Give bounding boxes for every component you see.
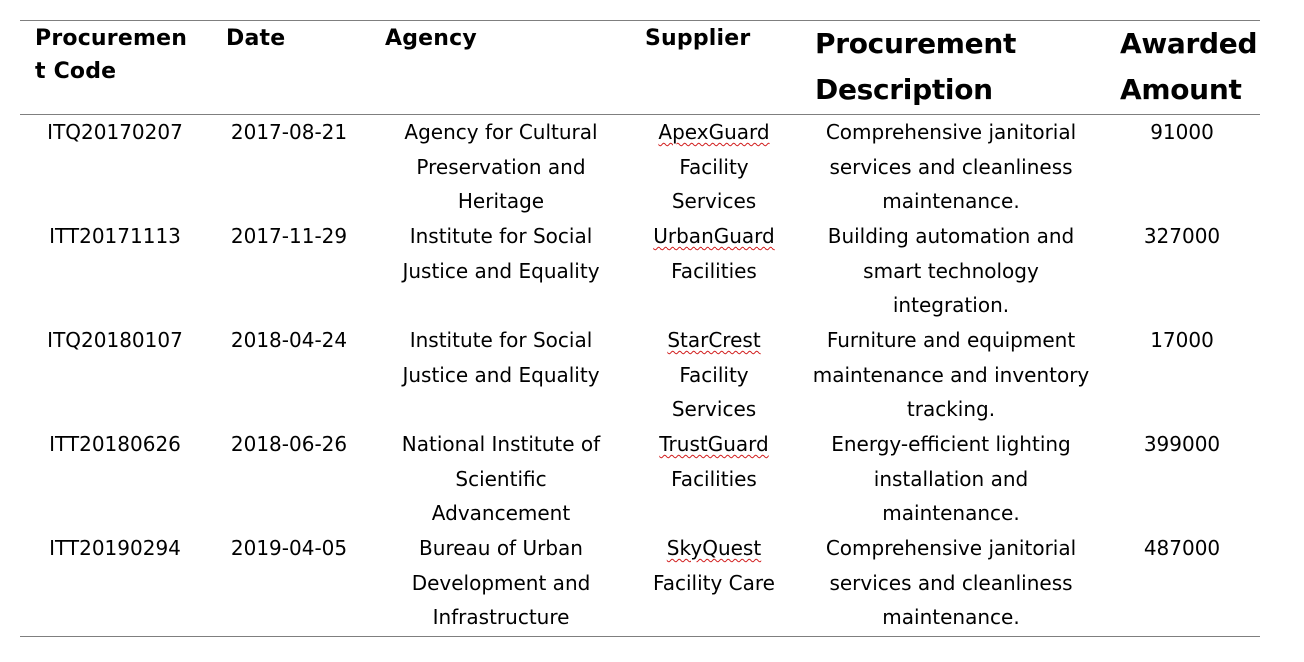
supplier-line: TrustGuard	[628, 427, 800, 462]
header-description-line-2: Description	[815, 73, 993, 106]
procurement-code-cell: ITT20171113	[49, 224, 181, 248]
agency-cell: National Institute of Scientific Advanceme…	[380, 427, 622, 531]
supplier-line: UrbanGuard	[628, 219, 800, 254]
supplier-line: SkyQuest	[628, 531, 800, 566]
supplier-line: Facility Care	[653, 570, 775, 595]
agency-line: Development and	[411, 570, 591, 595]
header-amount-line-2: Amount	[1120, 73, 1242, 106]
agency-line: National Institute of	[401, 432, 601, 456]
awarded-amount-cell: 327000	[1143, 224, 1221, 248]
description-line: maintenance.	[882, 189, 1020, 213]
description-line: services and cleanliness	[829, 154, 1073, 179]
supplier-name-spellcheck-underline: StarCrest	[667, 328, 761, 352]
description-cell: Energy-efficient lighting installation an…	[800, 427, 1102, 531]
description-cell: Comprehensive janitorial services and cle…	[800, 531, 1102, 635]
supplier-line: Services	[671, 397, 757, 421]
agency-line: Institute for Social	[409, 328, 593, 352]
procurement-code-cell: ITQ20170207	[47, 120, 183, 144]
description-line: Comprehensive janitorial	[825, 536, 1077, 560]
supplier-line: StarCrest	[628, 323, 800, 358]
agency-line: Justice and Equality	[402, 258, 600, 283]
awarded-amount-cell: 399000	[1143, 432, 1221, 456]
supplier-line: Facility	[679, 362, 749, 387]
description-line: Building automation and	[827, 224, 1075, 248]
header-date: Date	[226, 26, 286, 51]
date-cell: 2018-06-26	[230, 432, 348, 456]
header-supplier: Supplier	[645, 26, 751, 51]
description-line: maintenance.	[882, 501, 1020, 525]
supplier-name-spellcheck-underline: ApexGuard	[658, 120, 770, 144]
header-procurement-code: Procuremen t Code	[35, 22, 187, 88]
supplier-line: ApexGuard	[628, 115, 800, 150]
date-cell: 2019-04-05	[230, 536, 348, 560]
description-line: installation and	[873, 466, 1029, 491]
description-line: integration.	[892, 293, 1010, 317]
header-amount-line-1: Awarded	[1120, 27, 1258, 60]
description-line: Energy-efficient lighting	[831, 432, 1071, 456]
supplier-line: Facility	[679, 154, 749, 179]
header-awarded-amount: Awarded Amount	[1120, 21, 1258, 113]
agency-cell: Institute for Social Justice and Equality	[380, 323, 622, 392]
agency-line: Institute for Social	[409, 224, 593, 248]
header-code-line-1: Procuremen	[35, 26, 188, 51]
procurement-code-cell: ITQ20180107	[47, 328, 183, 352]
agency-line: Agency for Cultural	[404, 120, 598, 144]
supplier-cell: SkyQuest Facility Care	[628, 531, 800, 600]
supplier-line: Services	[671, 189, 757, 213]
description-line: tracking.	[906, 397, 996, 421]
supplier-line: Facilities	[671, 258, 757, 283]
header-separator-rule	[20, 114, 1260, 115]
date-cell: 2017-08-21	[230, 120, 348, 144]
agency-line: Preservation and	[416, 154, 586, 179]
supplier-name-spellcheck-underline: UrbanGuard	[653, 224, 775, 248]
date-cell: 2017-11-29	[230, 224, 348, 248]
description-cell: Comprehensive janitorial services and cle…	[800, 115, 1102, 219]
description-line: Furniture and equipment	[826, 328, 1076, 352]
supplier-line: Facilities	[671, 466, 757, 491]
date-cell: 2018-04-24	[230, 328, 348, 352]
supplier-name-spellcheck-underline: SkyQuest	[666, 536, 762, 560]
supplier-name-spellcheck-underline: TrustGuard	[659, 432, 769, 456]
agency-line: Bureau of Urban	[419, 536, 583, 560]
description-cell: Building automation and smart technology i…	[800, 219, 1102, 323]
table-bottom-rule	[20, 636, 1260, 637]
awarded-amount-cell: 91000	[1150, 120, 1214, 144]
agency-cell: Institute for Social Justice and Equality	[380, 219, 622, 288]
supplier-cell: StarCrest Facility Services	[628, 323, 800, 427]
supplier-cell: UrbanGuard Facilities	[628, 219, 800, 288]
agency-cell: Agency for Cultural Preservation and Herit…	[380, 115, 622, 219]
description-line: services and cleanliness	[829, 570, 1073, 595]
procurement-code-cell: ITT20180626	[49, 432, 181, 456]
description-line: Comprehensive janitorial	[825, 120, 1077, 144]
agency-line: Infrastructure	[432, 605, 570, 629]
header-code-line-2: t Code	[35, 59, 117, 84]
awarded-amount-cell: 487000	[1143, 536, 1221, 560]
table-top-rule	[20, 20, 1260, 21]
agency-line: Advancement	[431, 501, 571, 525]
procurement-code-cell: ITT20190294	[49, 536, 181, 560]
description-line: smart technology	[863, 258, 1039, 283]
agency-line: Heritage	[457, 189, 545, 213]
agency-cell: Bureau of Urban Development and Infrastruc…	[380, 531, 622, 635]
description-line: maintenance and inventory	[812, 362, 1090, 387]
header-description-line-1: Procurement	[815, 27, 1017, 60]
description-cell: Furniture and equipment maintenance and i…	[800, 323, 1102, 427]
description-line: maintenance.	[882, 605, 1020, 629]
supplier-cell: TrustGuard Facilities	[628, 427, 800, 496]
header-agency: Agency	[385, 26, 477, 51]
supplier-cell: ApexGuard Facility Services	[628, 115, 800, 219]
agency-line: Scientific	[455, 466, 547, 491]
agency-line: Justice and Equality	[402, 362, 600, 387]
awarded-amount-cell: 17000	[1150, 328, 1214, 352]
header-procurement-description: Procurement Description	[815, 21, 1016, 113]
